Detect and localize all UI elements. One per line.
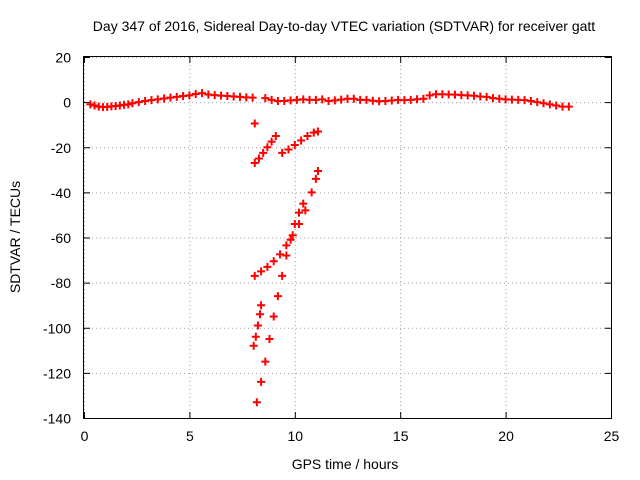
data-point	[552, 101, 561, 110]
data-point	[250, 159, 259, 168]
x-axis-label: GPS time / hours	[292, 456, 399, 472]
data-point	[128, 99, 137, 108]
data-point	[249, 341, 258, 350]
data-point	[282, 251, 291, 260]
data-point	[278, 271, 287, 280]
data-point	[124, 100, 133, 109]
chart-title: Day 347 of 2016, Sidereal Day-to-day VTE…	[93, 18, 596, 34]
data-point	[303, 131, 312, 140]
data-point	[295, 208, 304, 217]
data-point	[425, 91, 434, 100]
grid-lines	[84, 57, 612, 419]
data-point	[253, 321, 262, 330]
data-points	[86, 89, 573, 407]
data-point	[307, 188, 316, 197]
x-tick-label: 20	[498, 428, 514, 444]
y-tick-label: -60	[51, 230, 71, 246]
data-point	[251, 332, 260, 341]
data-point	[299, 199, 308, 208]
x-tick-label: 15	[393, 428, 409, 444]
data-point	[276, 250, 285, 259]
data-point	[278, 148, 287, 157]
data-point	[482, 92, 491, 101]
data-point	[250, 271, 259, 280]
data-point	[90, 101, 99, 110]
data-point	[290, 140, 299, 149]
data-point	[267, 95, 276, 104]
data-point	[301, 206, 310, 215]
data-point	[539, 99, 548, 108]
data-point	[311, 174, 320, 183]
data-point	[288, 231, 297, 240]
data-point	[265, 335, 274, 344]
x-tick-label: 25	[604, 428, 620, 444]
data-point	[134, 98, 143, 107]
axis-ticks	[84, 57, 612, 419]
data-point	[261, 94, 270, 103]
data-point	[309, 128, 318, 137]
data-point	[564, 102, 573, 111]
data-point	[257, 267, 266, 276]
x-tick-label: 5	[186, 428, 194, 444]
plot-frame	[83, 56, 612, 419]
y-tick-label: -80	[51, 275, 71, 291]
data-point	[282, 241, 291, 250]
data-point	[267, 137, 276, 146]
y-tick-label: -20	[51, 140, 71, 156]
y-tick-label: 20	[55, 50, 71, 66]
data-point	[252, 398, 261, 407]
data-point	[284, 145, 293, 154]
data-point	[198, 89, 207, 98]
y-tick-label: -120	[43, 365, 71, 381]
y-tick-label: -140	[43, 411, 71, 427]
data-point	[248, 93, 257, 102]
y-tick-label: -100	[43, 320, 71, 336]
data-point	[273, 292, 282, 301]
y-tick-label: 0	[63, 95, 71, 111]
data-point	[526, 96, 535, 105]
data-point	[257, 301, 266, 310]
data-point	[254, 154, 263, 163]
data-point	[185, 91, 194, 100]
data-point	[533, 98, 542, 107]
y-tick-label: -40	[51, 185, 71, 201]
data-point	[269, 257, 278, 266]
data-point	[259, 148, 268, 157]
data-point	[257, 377, 266, 386]
data-point	[271, 131, 280, 140]
data-point	[286, 235, 295, 244]
data-point	[545, 100, 554, 109]
x-tick-labels: 0 5 10 15 20 25	[81, 428, 620, 444]
x-tick-label: 0	[81, 428, 89, 444]
data-point	[263, 143, 272, 152]
data-point	[256, 310, 265, 319]
data-point	[313, 166, 322, 175]
data-point	[419, 94, 428, 103]
data-point	[297, 136, 306, 145]
data-point	[86, 100, 95, 109]
data-point	[318, 95, 327, 104]
data-point	[349, 94, 358, 103]
x-tick-label: 10	[288, 428, 304, 444]
data-point	[263, 262, 272, 271]
y-tick-labels: 20 0 -20 -40 -60 -80 -100 -120 -140	[43, 50, 71, 427]
data-point	[250, 119, 259, 128]
data-point	[261, 357, 270, 366]
y-axis-label: SDTVAR / TECUs	[7, 181, 23, 293]
data-point	[313, 127, 322, 136]
data-point	[290, 219, 299, 228]
data-point	[269, 312, 278, 321]
